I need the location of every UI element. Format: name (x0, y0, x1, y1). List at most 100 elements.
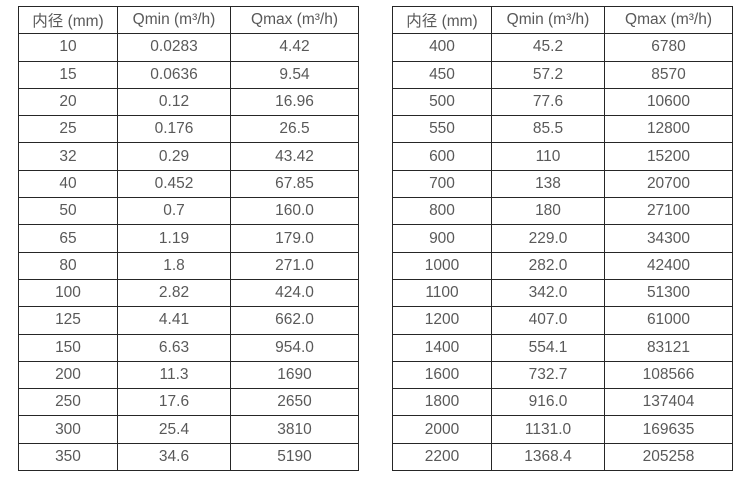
table-cell-qmax: 8570 (604, 60, 733, 89)
table-cell-qmin: 0.176 (117, 115, 231, 144)
table-cell-diameter: 1000 (392, 251, 492, 280)
header-row: 内径 (mm) Qmin (m³/h) Qmax (m³/h) (392, 5, 733, 35)
table-row: 500 77.6 10600 (392, 87, 733, 117)
table-row: 550 85.5 12800 (392, 115, 733, 144)
table-cell-diameter: 25 (18, 115, 118, 144)
table-cell-qmax: 271.0 (230, 251, 359, 280)
table-cell-diameter: 700 (392, 169, 492, 199)
table-cell-qmin: 138 (491, 169, 605, 199)
table-cell-diameter: 400 (392, 33, 492, 62)
table-cell-qmax: 10600 (604, 87, 733, 117)
table-cell-qmax: 4.42 (230, 33, 359, 62)
table-cell-qmin: 1.19 (117, 224, 231, 253)
table-row: 2200 1368.4 205258 (392, 442, 733, 472)
table-cell-qmin: 0.29 (117, 142, 231, 171)
table-cell-qmin: 2.82 (117, 278, 231, 308)
table-cell-qmax: 954.0 (230, 333, 359, 362)
table-row: 10 0.0283 4.42 (18, 33, 359, 62)
table-cell-qmin: 57.2 (491, 60, 605, 89)
table-cell-diameter: 250 (18, 388, 118, 417)
table-cell-qmin: 6.63 (117, 333, 231, 362)
table-cell-diameter: 900 (392, 224, 492, 253)
table-cell-qmax: 43.42 (230, 142, 359, 171)
table-cell-diameter: 200 (18, 360, 118, 390)
table-cell-qmax: 9.54 (230, 60, 359, 89)
column-header-qmin: Qmin (m³/h) (117, 5, 231, 35)
table-cell-qmin: 0.0636 (117, 60, 231, 89)
table-row: 350 34.6 5190 (18, 442, 359, 472)
table-row: 125 4.41 662.0 (18, 306, 359, 335)
table-cell-qmin: 110 (491, 142, 605, 171)
table-row: 80 1.8 271.0 (18, 251, 359, 280)
table-cell-diameter: 65 (18, 224, 118, 253)
table-cell-qmax: 2650 (230, 388, 359, 417)
table-cell-diameter: 100 (18, 278, 118, 308)
table-row: 2000 1131.0 169635 (392, 415, 733, 444)
table-cell-diameter: 50 (18, 197, 118, 226)
table-row: 100 2.82 424.0 (18, 278, 359, 308)
table-cell-qmax: 179.0 (230, 224, 359, 253)
table-cell-qmax: 1690 (230, 360, 359, 390)
table-cell-qmin: 11.3 (117, 360, 231, 390)
column-header-qmax: Qmax (m³/h) (230, 5, 359, 35)
table-cell-diameter: 1400 (392, 333, 492, 362)
table-cell-qmin: 0.7 (117, 197, 231, 226)
table-cell-qmin: 45.2 (491, 33, 605, 62)
table-cell-diameter: 2000 (392, 415, 492, 444)
table-cell-diameter: 32 (18, 142, 118, 171)
table-cell-diameter: 15 (18, 60, 118, 89)
table-cell-qmax: 67.85 (230, 169, 359, 199)
table-cell-qmax: 51300 (604, 278, 733, 308)
table-cell-qmax: 20700 (604, 169, 733, 199)
table-cell-qmax: 205258 (604, 442, 733, 472)
table-cell-diameter: 1200 (392, 306, 492, 335)
column-header-qmax: Qmax (m³/h) (604, 5, 733, 35)
table-cell-diameter: 125 (18, 306, 118, 335)
table-cell-qmax: 27100 (604, 197, 733, 226)
column-header-qmin: Qmin (m³/h) (491, 5, 605, 35)
table-cell-qmax: 12800 (604, 115, 733, 144)
table-cell-diameter: 600 (392, 142, 492, 171)
table-row: 450 57.2 8570 (392, 60, 733, 89)
table-row: 1100 342.0 51300 (392, 278, 733, 308)
table-cell-qmin: 77.6 (491, 87, 605, 117)
table-row: 1200 407.0 61000 (392, 306, 733, 335)
flow-table-large-diameters: 内径 (mm) Qmin (m³/h) Qmax (m³/h) 400 45.2 6780… (392, 5, 733, 472)
table-cell-qmin: 0.0283 (117, 33, 231, 62)
column-header-diameter: 内径 (mm) (18, 5, 118, 35)
table-cell-qmin: 180 (491, 197, 605, 226)
table-row: 200 11.3 1690 (18, 360, 359, 390)
column-header-diameter: 内径 (mm) (392, 5, 492, 35)
table-row: 700 138 20700 (392, 169, 733, 199)
table-cell-diameter: 350 (18, 442, 118, 472)
table-cell-qmax: 42400 (604, 251, 733, 280)
table-row: 600 110 15200 (392, 142, 733, 171)
table-row: 300 25.4 3810 (18, 415, 359, 444)
table-cell-qmax: 26.5 (230, 115, 359, 144)
table-cell-qmax: 137404 (604, 388, 733, 417)
table-row: 32 0.29 43.42 (18, 142, 359, 171)
table-cell-qmax: 34300 (604, 224, 733, 253)
table-cell-diameter: 20 (18, 87, 118, 117)
table-cell-qmin: 85.5 (491, 115, 605, 144)
table-row: 50 0.7 160.0 (18, 197, 359, 226)
table-cell-qmin: 229.0 (491, 224, 605, 253)
table-cell-diameter: 500 (392, 87, 492, 117)
table-cell-diameter: 1600 (392, 360, 492, 390)
table-cell-qmax: 3810 (230, 415, 359, 444)
table-row: 15 0.0636 9.54 (18, 60, 359, 89)
table-cell-diameter: 800 (392, 197, 492, 226)
table-row: 400 45.2 6780 (392, 33, 733, 62)
table-cell-qmax: 15200 (604, 142, 733, 171)
table-row: 1000 282.0 42400 (392, 251, 733, 280)
table-cell-qmax: 16.96 (230, 87, 359, 117)
table-cell-qmin: 732.7 (491, 360, 605, 390)
table-cell-qmax: 160.0 (230, 197, 359, 226)
table-cell-diameter: 1800 (392, 388, 492, 417)
table-cell-qmax: 83121 (604, 333, 733, 362)
table-cell-qmin: 17.6 (117, 388, 231, 417)
table-cell-qmin: 282.0 (491, 251, 605, 280)
flow-table-small-diameters: 内径 (mm) Qmin (m³/h) Qmax (m³/h) 10 0.0283 4.4… (18, 5, 359, 472)
table-row: 250 17.6 2650 (18, 388, 359, 417)
